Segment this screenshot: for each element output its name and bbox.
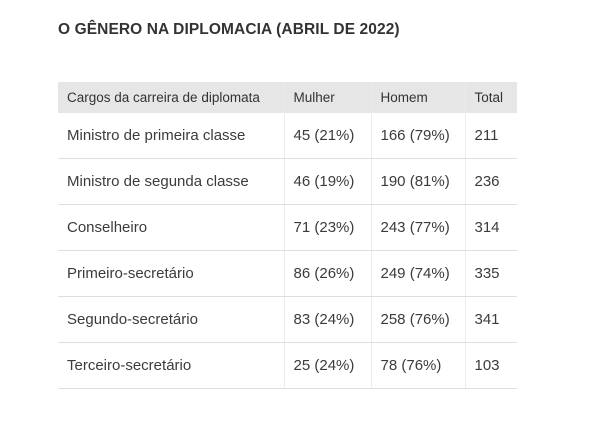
table-row: Ministro de segunda classe 46 (19%) 190 … [58, 158, 517, 205]
column-header-cargo: Cargos da carreira de diplomata [58, 82, 284, 113]
cell-mulher: 25 (24%) [283, 342, 371, 389]
cell-total: 341 [464, 296, 517, 343]
cell-homem: 78 (76%) [370, 342, 465, 389]
gender-diplomacy-table: Cargos da carreira de diplomata Mulher H… [58, 82, 517, 389]
table-row: Conselheiro 71 (23%) 243 (77%) 314 [58, 204, 517, 251]
header-row: Cargos da carreira de diplomata Mulher H… [58, 82, 517, 113]
table-row: Primeiro-secretário 86 (26%) 249 (74%) 3… [58, 250, 517, 297]
cell-homem: 243 (77%) [370, 204, 465, 251]
cell-cargo: Ministro de primeira classe [58, 113, 284, 159]
cell-cargo: Primeiro-secretário [58, 250, 284, 297]
cell-homem: 190 (81%) [370, 158, 465, 205]
cell-mulher: 45 (21%) [283, 113, 371, 159]
cell-mulher: 71 (23%) [283, 204, 371, 251]
cell-mulher: 83 (24%) [283, 296, 371, 343]
cell-homem: 258 (76%) [370, 296, 465, 343]
cell-cargo: Terceiro-secretário [58, 342, 284, 389]
cell-homem: 249 (74%) [370, 250, 465, 297]
cell-total: 103 [464, 342, 517, 389]
page-title: O GÊNERO NA DIPLOMACIA (ABRIL DE 2022) [58, 21, 400, 38]
table-body: Ministro de primeira classe 45 (21%) 166… [58, 113, 517, 389]
table-row: Segundo-secretário 83 (24%) 258 (76%) 34… [58, 296, 517, 343]
cell-homem: 166 (79%) [370, 113, 465, 159]
cell-total: 335 [464, 250, 517, 297]
column-header-homem: Homem [370, 82, 465, 113]
cell-total: 314 [464, 204, 517, 251]
cell-mulher: 46 (19%) [283, 158, 371, 205]
column-header-mulher: Mulher [283, 82, 371, 113]
table-header: Cargos da carreira de diplomata Mulher H… [58, 82, 517, 113]
cell-cargo: Conselheiro [58, 204, 284, 251]
table-row: Terceiro-secretário 25 (24%) 78 (76%) 10… [58, 342, 517, 389]
table-row: Ministro de primeira classe 45 (21%) 166… [58, 113, 517, 159]
cell-total: 211 [464, 113, 517, 159]
cell-total: 236 [464, 158, 517, 205]
cell-mulher: 86 (26%) [283, 250, 371, 297]
cell-cargo: Segundo-secretário [58, 296, 284, 343]
column-header-total: Total [464, 82, 517, 113]
cell-cargo: Ministro de segunda classe [58, 158, 284, 205]
